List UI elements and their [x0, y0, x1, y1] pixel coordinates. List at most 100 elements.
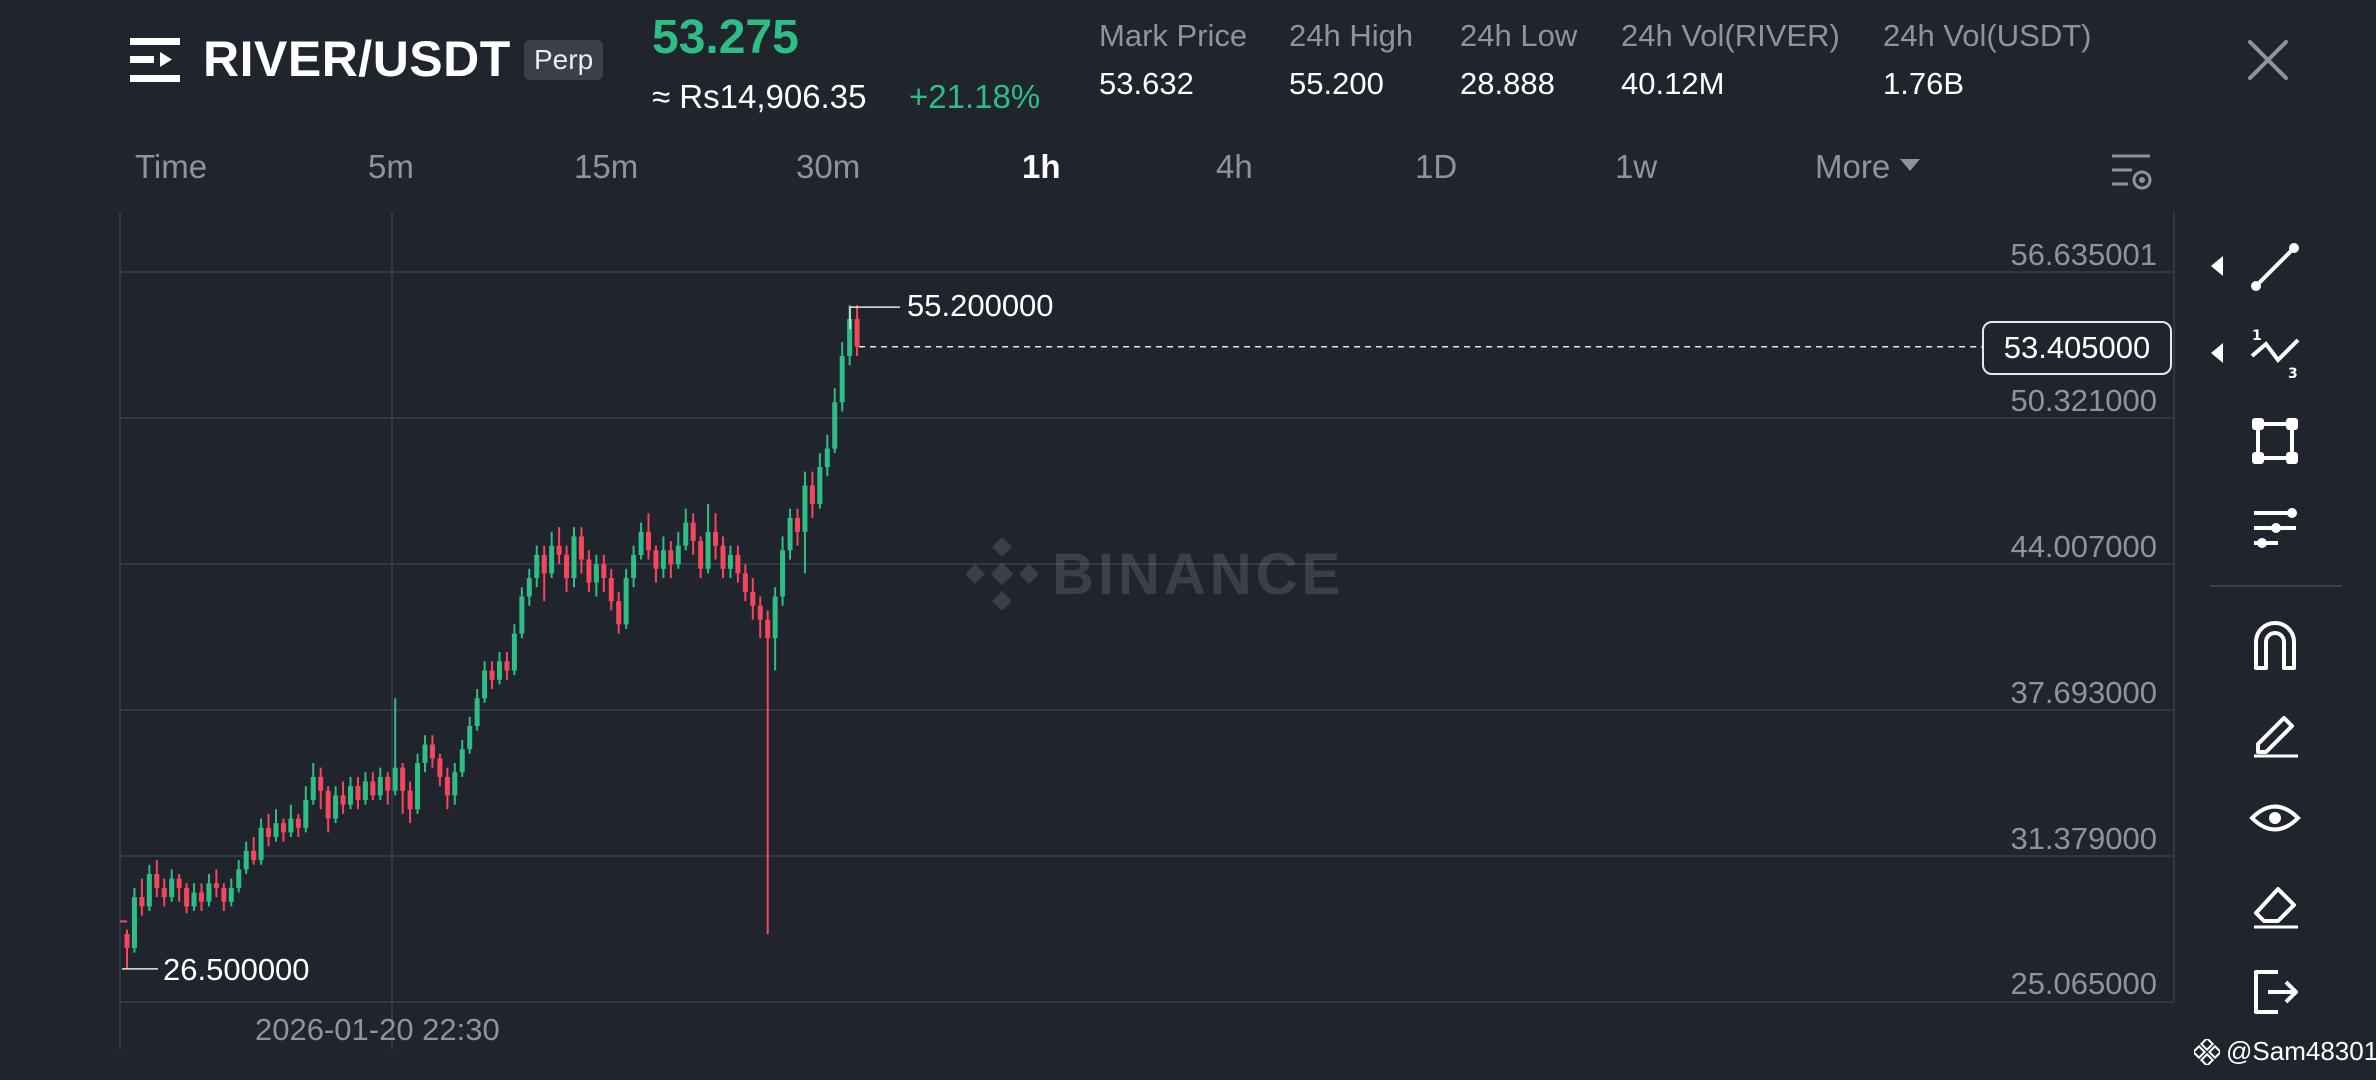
candle — [631, 554, 637, 579]
binance-square-icon — [2194, 1038, 2220, 1065]
tab-30m[interactable]: 30m — [796, 148, 861, 185]
candle — [422, 744, 428, 764]
candle — [646, 531, 651, 551]
expand-caret-icon[interactable] — [2211, 256, 2223, 276]
candle — [489, 670, 495, 680]
close-icon[interactable] — [2246, 38, 2290, 82]
header: RIVER/USDT Perp 53.275 ≈ Rs14,906.35 +21… — [0, 0, 2376, 140]
stat-value: 55.200 — [1289, 66, 1384, 101]
candle — [400, 767, 406, 791]
candle — [727, 554, 733, 569]
tab-more[interactable]: More — [1815, 148, 1921, 186]
stat-mark-price: Mark Price 53.632 — [1099, 18, 1247, 102]
trend-line-icon[interactable] — [2248, 240, 2302, 294]
rectangle-icon[interactable] — [2248, 414, 2302, 468]
candle — [161, 887, 167, 898]
candle — [735, 554, 741, 574]
candle — [586, 559, 592, 583]
stat-24h-vol-river: 24h Vol(RIVER) 40.12M — [1621, 18, 1840, 102]
candle — [415, 763, 421, 810]
eraser-icon[interactable] — [2248, 877, 2302, 931]
credit-watermark: @Sam48301 — [2194, 1036, 2376, 1067]
y-tick-label: 31.379000 — [2010, 821, 2157, 856]
interval-tabs: Time 5m 15m 30m 1h 4h 1D 1w More — [0, 148, 2376, 198]
candle — [266, 827, 272, 838]
candle — [757, 605, 763, 620]
tab-1d[interactable]: 1D — [1415, 148, 1458, 185]
candle — [683, 522, 689, 546]
candle — [497, 661, 502, 680]
tab-5m[interactable]: 5m — [368, 148, 414, 185]
candle — [482, 670, 488, 699]
candle — [765, 619, 771, 639]
stat-value: 40.12M — [1621, 66, 1725, 101]
candle — [564, 554, 570, 579]
candle — [832, 402, 838, 449]
stat-label: 24h Vol(RIVER) — [1621, 18, 1840, 53]
candle — [228, 887, 234, 902]
candle — [705, 531, 711, 569]
candle — [191, 892, 197, 907]
credit-text: @Sam48301 — [2226, 1036, 2376, 1066]
current-price-label[interactable]: 53.405000 — [1982, 321, 2172, 375]
eye-icon[interactable] — [2248, 791, 2302, 845]
candle — [310, 776, 316, 801]
tab-1h[interactable]: 1h — [1022, 148, 1061, 185]
candle — [847, 319, 853, 357]
binance-watermark: BINANCE — [966, 538, 1344, 610]
candle — [772, 596, 778, 639]
svg-text:1: 1 — [2252, 328, 2262, 344]
tab-4h[interactable]: 4h — [1216, 148, 1253, 185]
candle — [616, 601, 622, 625]
candle — [698, 541, 704, 569]
stat-24h-low: 24h Low 28.888 — [1460, 18, 1577, 102]
candle — [288, 818, 294, 833]
chart-settings-icon[interactable] — [2110, 150, 2154, 194]
candle — [578, 536, 584, 560]
expand-caret-icon[interactable] — [2211, 343, 2223, 363]
exit-icon[interactable] — [2248, 964, 2302, 1018]
candle — [839, 356, 845, 403]
candle — [199, 892, 204, 902]
candle — [556, 545, 562, 555]
tab-more-label: More — [1815, 148, 1891, 185]
candle — [504, 661, 510, 671]
candle — [169, 878, 175, 898]
candle — [325, 790, 331, 819]
candle — [236, 869, 242, 888]
menu-icon[interactable] — [130, 36, 180, 84]
candle — [385, 776, 391, 791]
candle — [467, 726, 473, 750]
candle — [593, 564, 599, 583]
candle — [444, 776, 450, 796]
tab-15m[interactable]: 15m — [574, 148, 639, 185]
y-tick-label: 44.007000 — [2010, 529, 2157, 564]
fib-wave-icon[interactable]: 1 3 — [2248, 326, 2302, 380]
candle — [638, 531, 644, 555]
candle — [720, 545, 726, 569]
x-axis-time-label: 2026-01-20 22:30 — [255, 1012, 500, 1047]
indicator-lines-icon[interactable] — [2248, 501, 2302, 555]
candle — [348, 786, 353, 805]
y-tick-label: 25.065000 — [2010, 966, 2157, 1001]
candle — [742, 573, 748, 592]
candle — [340, 795, 346, 805]
candle — [303, 800, 309, 828]
y-tick-label: 56.635001 — [2010, 237, 2157, 272]
candle — [817, 467, 823, 505]
candle — [608, 578, 614, 602]
tab-1w[interactable]: 1w — [1615, 148, 1658, 185]
symbol-title[interactable]: RIVER/USDT — [203, 31, 511, 87]
contract-type-badge: Perp — [524, 40, 604, 80]
magnet-icon[interactable] — [2248, 618, 2302, 672]
candle — [519, 596, 525, 634]
candle — [809, 485, 815, 505]
pencil-icon[interactable] — [2248, 704, 2302, 758]
low-price-label: 26.500000 — [163, 952, 310, 987]
binance-logo-icon — [966, 538, 1038, 610]
tab-time[interactable]: Time — [135, 148, 208, 185]
stat-value: 28.888 — [1460, 66, 1555, 101]
candle — [273, 823, 279, 838]
candle — [787, 517, 793, 551]
candle — [713, 531, 719, 546]
